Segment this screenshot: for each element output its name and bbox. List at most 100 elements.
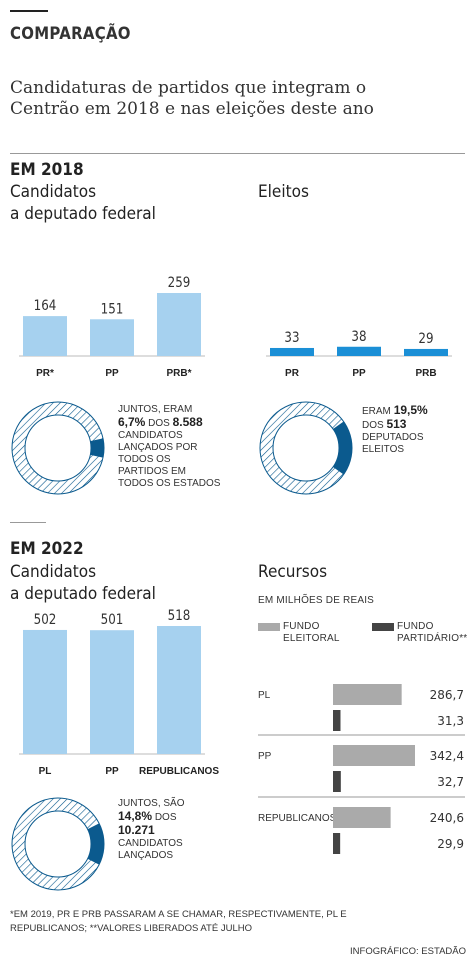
- section-divider-2018: [10, 153, 465, 154]
- donut-total: 10.271: [118, 823, 155, 837]
- bar-value-label: 33: [284, 330, 299, 346]
- footnote-line2: REPUBLICANOS; **VALORES LIBERADOS ATÉ JU…: [10, 923, 252, 934]
- category-label: PL: [39, 766, 52, 777]
- donut-rest-1: LANÇADOS: [118, 850, 174, 861]
- donut-rest-3: PARTIDOS EM: [118, 466, 186, 477]
- bar-fundo-eleitoral: [333, 807, 391, 828]
- legend-electoral-line1: FUNDO: [283, 621, 320, 632]
- elected-2018-donut: [259, 401, 353, 495]
- donut-line1: JUNTOS, ERAM: [118, 404, 193, 415]
- bar-value-label: 29: [418, 331, 433, 347]
- donut-total: 513: [386, 417, 407, 431]
- donut-rest-2: TODOS OS: [118, 454, 171, 465]
- candidates-2022-title-1: Candidatos: [10, 562, 97, 582]
- donut-outer-edge: [11, 797, 105, 891]
- bar-prb: [157, 293, 201, 356]
- bar-republicanos: [157, 626, 201, 754]
- bar-pr: [270, 347, 314, 356]
- section-divider-2022: [10, 522, 46, 523]
- elected-2018-title: Eleitos: [258, 182, 309, 202]
- donut-mid: DOS: [362, 420, 384, 431]
- donut-line1: ERAM: [362, 406, 391, 417]
- category-label: PP: [352, 368, 366, 379]
- bar-value-label: 518: [168, 608, 191, 624]
- donut-rest-1: LANÇADOS POR: [118, 442, 198, 453]
- resource-value-label: 286,7: [430, 688, 464, 702]
- resources-unit: EM MILHÕES DE REAIS: [258, 595, 375, 606]
- bar-value-label: 502: [34, 612, 57, 628]
- resource-value-label: 31,3: [437, 714, 464, 728]
- donut-rest-0: CANDIDATOS: [118, 838, 183, 849]
- bar-pp: [90, 319, 134, 356]
- resources-title: Recursos: [258, 562, 328, 582]
- bar-prb: [404, 348, 448, 356]
- section-title-2022: EM 2022: [10, 539, 84, 559]
- donut-total: 8.588: [172, 415, 203, 429]
- resource-value-label: 342,4: [430, 749, 464, 763]
- page-subtitle: Candidaturas de partidos que integram o …: [10, 78, 374, 119]
- candidates-2022-title-2: a deputado federal: [10, 584, 156, 604]
- bar-fundo-partidario: [333, 771, 341, 792]
- resource-value-label: 240,6: [430, 811, 464, 825]
- candidates-2018-title-1: Candidatos: [10, 182, 97, 202]
- bar-value-label: 164: [34, 298, 57, 314]
- category-label: PP: [105, 368, 119, 379]
- donut-share-arc: [90, 438, 105, 458]
- bar-pr: [23, 316, 67, 356]
- bar-pp: [337, 346, 381, 356]
- bar-fundo-partidario: [333, 710, 341, 731]
- donut-mid: DOS: [154, 812, 177, 823]
- legend-electoral-line2: ELEITORAL: [283, 633, 340, 644]
- bar-value-label: 259: [168, 275, 191, 291]
- bar-fundo-eleitoral: [333, 684, 402, 705]
- kicker: COMPARAÇÃO: [10, 24, 131, 44]
- category-label: REPUBLICANOS: [139, 766, 219, 777]
- legend-partisan-line2: PARTIDÁRIO**: [397, 633, 468, 644]
- section-title-2018: EM 2018: [10, 160, 84, 180]
- legend-partisan-line1: FUNDO: [397, 621, 434, 632]
- bar-fundo-partidario: [333, 833, 341, 854]
- donut-rest-1: ELEITOS: [362, 444, 405, 455]
- resource-value-label: 29,9: [437, 837, 464, 851]
- candidates-2022-donut: [11, 797, 105, 891]
- category-label: PRB: [415, 368, 436, 379]
- candidates-2018-donut: [11, 401, 105, 495]
- elected-2018-donut-text: ERAM 19,5% DOS 513 DEPUTADOS ELEITOS: [362, 404, 472, 456]
- resource-category-label: REPUBLICANOS: [258, 813, 337, 824]
- bar-fundo-eleitoral: [333, 745, 415, 766]
- legend-partisan: FUNDO PARTIDÁRIO**: [397, 621, 467, 645]
- category-label: PR: [285, 368, 300, 379]
- legend-swatch-partisan: [372, 623, 394, 631]
- legend-electoral: FUNDO ELEITORAL: [283, 621, 340, 645]
- candidates-2018-title-2: a deputado federal: [10, 204, 156, 224]
- candidates-2018-donut-text: JUNTOS, ERAM 6,7% DOS 8.588 CANDIDATOS L…: [118, 404, 238, 490]
- category-label: PRB*: [166, 368, 191, 379]
- bar-value-label: 38: [351, 329, 366, 345]
- category-label: PR*: [36, 368, 54, 379]
- resource-value-label: 32,7: [437, 775, 464, 789]
- credit: INFOGRÁFICO: ESTADÃO: [350, 946, 466, 957]
- donut-mid: DOS: [148, 418, 170, 429]
- donut-rest-0: CANDIDATOS: [118, 430, 183, 441]
- candidates-2022-donut-text: JUNTOS, SÃO 14,8% DOS 10.271 CANDIDATOS …: [118, 798, 238, 862]
- bar-value-label: 501: [101, 612, 124, 628]
- donut-rest-4: TODOS OS ESTADOS: [118, 478, 221, 489]
- legend-swatch-electoral: [258, 623, 280, 631]
- donut-line1: JUNTOS, SÃO: [118, 798, 185, 809]
- donut-pct: 6,7%: [118, 415, 146, 429]
- footnote: *EM 2019, PR E PRB PASSARAM A SE CHAMAR,…: [10, 908, 470, 936]
- donut-pct: 19,5%: [393, 403, 428, 417]
- donut-pct: 14,8%: [118, 809, 153, 823]
- footnote-line1: *EM 2019, PR E PRB PASSARAM A SE CHAMAR,…: [10, 909, 347, 920]
- resource-category-label: PL: [258, 690, 271, 701]
- bar-pp: [90, 630, 134, 754]
- category-label: PP: [105, 766, 119, 777]
- donut-share-arc: [87, 823, 104, 865]
- bar-pl: [23, 629, 67, 754]
- header-rule: [10, 10, 48, 12]
- donut-rest-0: DEPUTADOS: [362, 432, 424, 443]
